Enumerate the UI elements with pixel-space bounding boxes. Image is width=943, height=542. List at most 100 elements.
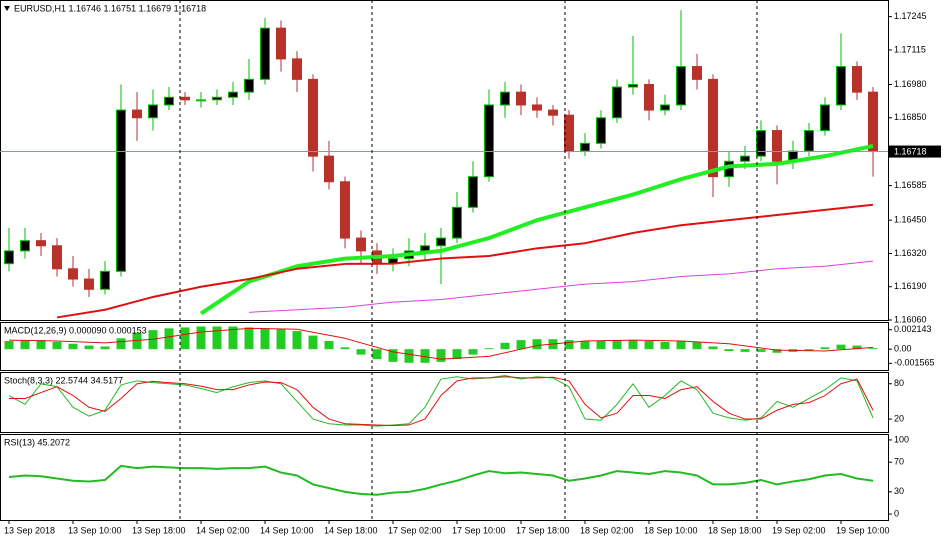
panel-frame [0,434,889,521]
panel-title: EURUSD,H1 1.16746 1.16751 1.16679 1.1671… [14,3,206,13]
macd-bar [212,326,222,350]
macd-bar [436,349,446,362]
x-tick-label: 19 Sep 10:00 [836,525,890,535]
y-tick-label: -0.001565 [894,358,935,368]
macd-bar [324,341,334,350]
y-tick-label: 1.16190 [894,281,927,291]
macd-bar [372,349,382,360]
candle-body [516,91,526,106]
panel-frame [0,322,889,371]
candle-body [36,240,46,247]
y-tick-label: 70 [894,457,904,467]
candle-body [676,66,686,106]
candle-body [52,245,62,270]
candle-body [356,237,366,252]
candle-body [756,130,766,157]
candle-body [148,104,158,119]
candle-body [628,83,638,88]
macd-bar [772,349,782,353]
macd-bar [4,341,14,350]
candle-body [532,104,542,111]
candle-body [4,250,14,265]
indicator-line [248,260,874,313]
macd-bar [740,349,750,352]
x-tick-label: 18 Sep 02:00 [580,525,634,535]
macd-bar [164,328,174,350]
x-tick-label: 17 Sep 10:00 [452,525,506,535]
macd-bar [260,328,270,350]
x-tick-label: 14 Sep 10:00 [260,525,314,535]
macd-bar [84,345,94,350]
macd-bar [340,347,350,350]
macd-bar [500,342,510,350]
panel-title: MACD(12,26,9) 0.000090 0.000153 [4,325,147,335]
indicator-line [8,327,874,360]
macd-bar [564,340,574,350]
candle-body [308,78,318,157]
macd-bar [724,349,734,351]
candle-body [180,96,190,101]
y-tick-label: 1.17245 [894,11,927,21]
macd-bar [452,349,462,360]
candle-body [324,155,334,183]
macd-bar [356,349,366,355]
candle-body [644,83,654,111]
candle-body [436,237,446,247]
macd-bar [820,347,830,350]
candle-body [68,268,78,280]
macd-bar [708,346,718,350]
macd-bar [852,345,862,350]
macd-bar [20,340,30,350]
candle-body [468,176,478,208]
candle-body [740,155,750,162]
candle-body [116,109,126,272]
y-tick-label: 1.16585 [894,180,927,190]
x-tick-label: 14 Sep 02:00 [196,525,250,535]
macd-bar [612,340,622,350]
day-separators [179,0,758,520]
macd-bar [836,344,846,350]
macd-bar [196,326,206,350]
macd-bar [532,339,542,350]
x-tick-label: 17 Sep 02:00 [388,525,442,535]
candle-body [340,181,350,239]
y-tick-label: 1.16060 [894,314,927,324]
macd-bar [420,349,430,363]
panel-frame [0,372,889,433]
macd-bar [692,341,702,350]
macd-bar [580,341,590,350]
candle-body [804,130,814,152]
indicator-line [8,375,874,427]
macd-bar [52,341,62,350]
y-tick-label: 0 [894,508,899,518]
macd-bar [660,341,670,350]
macd-bar [68,343,78,350]
candle-body [196,99,206,102]
y-tick-label: 30 [894,486,904,496]
candle-body [276,27,286,60]
candle-body [292,58,302,80]
candle-body [420,245,430,252]
macd-bar [468,349,478,355]
candle-body [868,91,878,153]
candle-body [772,130,782,162]
x-tick-label: 13 Sep 10:00 [68,525,122,535]
candle-body [596,117,606,144]
candle-body [484,104,494,178]
candle-body [500,91,510,106]
candle-body [228,91,238,98]
macd-bar [132,332,142,350]
indicator-line [56,203,874,319]
macd-bar [36,340,46,350]
x-tick-label: 18 Sep 10:00 [644,525,698,535]
macd-bar [388,349,398,362]
macd-bar [596,341,606,350]
macd-bar [484,348,494,350]
candle-body [452,206,462,239]
macd-bar [228,326,238,350]
macd-bar [644,341,654,350]
y-tick-label: 100 [894,434,909,444]
macd-bar [804,349,814,351]
x-tick-label: 18 Sep 18:00 [708,525,762,535]
